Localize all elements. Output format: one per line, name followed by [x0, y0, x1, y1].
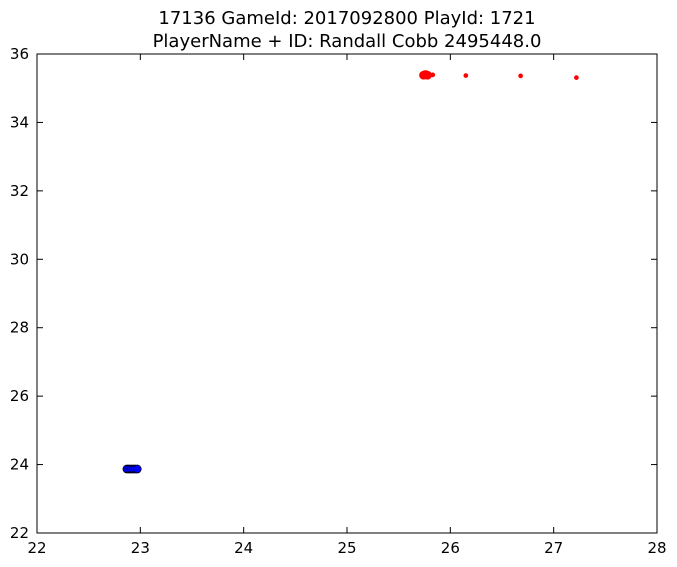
red-data-point	[518, 73, 523, 79]
red-data-point	[574, 75, 579, 80]
x-tick-label: 26	[441, 539, 460, 557]
red-data-point	[430, 72, 436, 78]
y-tick-label: 30	[10, 250, 29, 268]
y-tick-label: 32	[10, 182, 29, 200]
y-tick-label: 34	[10, 113, 29, 131]
x-tick-label: 23	[131, 539, 150, 557]
x-tick-label: 27	[544, 539, 563, 557]
chart-title-line-2: PlayerName + ID: Randall Cobb 2495448.0	[153, 31, 542, 52]
x-tick-label: 22	[27, 539, 46, 557]
x-tick-label: 28	[647, 539, 666, 557]
x-tick-label: 24	[234, 539, 253, 557]
chart-title-line-1: 17136 GameId: 2017092800 PlayId: 1721	[158, 8, 535, 29]
red-data-point	[463, 73, 469, 78]
red-data-point	[421, 70, 430, 79]
y-tick-label: 22	[10, 524, 29, 542]
y-tick-label: 28	[10, 319, 29, 337]
y-tick-label: 26	[10, 387, 29, 405]
y-tick-label: 24	[10, 456, 29, 474]
blue-data-point	[132, 464, 142, 474]
scatter-points	[122, 70, 579, 474]
x-tick-label: 25	[337, 539, 356, 557]
axis-ticks: 22 23 24 25 26 27 28 22 24 26 28 30 32 34 36	[10, 45, 667, 557]
y-tick-label: 36	[10, 45, 29, 63]
plot-area-frame	[36, 53, 658, 534]
